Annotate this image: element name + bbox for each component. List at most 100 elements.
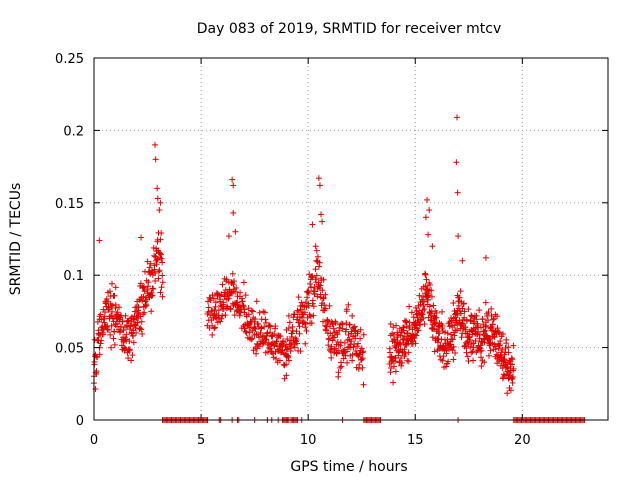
data-point bbox=[210, 295, 217, 302]
data-point bbox=[400, 324, 407, 331]
y-tick-label: 0 bbox=[76, 414, 84, 429]
data-point bbox=[122, 345, 129, 352]
data-point bbox=[144, 258, 151, 265]
data-point bbox=[157, 236, 164, 243]
data-point bbox=[285, 325, 292, 332]
data-point bbox=[110, 318, 117, 325]
data-point bbox=[261, 309, 268, 316]
data-point bbox=[481, 359, 488, 366]
data-point bbox=[313, 272, 320, 279]
data-point bbox=[454, 189, 461, 196]
data-point bbox=[273, 355, 280, 362]
data-point bbox=[109, 280, 116, 287]
data-point bbox=[94, 354, 101, 361]
data-point bbox=[266, 344, 273, 351]
data-point bbox=[278, 343, 285, 350]
data-point bbox=[478, 347, 485, 354]
data-point bbox=[139, 330, 146, 337]
data-point bbox=[157, 289, 164, 296]
data-point bbox=[359, 349, 366, 356]
data-point bbox=[485, 352, 492, 359]
data-point bbox=[298, 299, 305, 306]
data-point bbox=[156, 207, 163, 214]
data-point bbox=[156, 267, 163, 274]
data-point bbox=[427, 281, 434, 288]
data-point bbox=[112, 301, 119, 308]
data-point bbox=[204, 298, 211, 305]
data-point bbox=[473, 312, 480, 319]
data-point bbox=[310, 287, 317, 294]
data-point bbox=[351, 323, 358, 330]
data-point bbox=[508, 375, 515, 382]
data-point bbox=[509, 356, 516, 363]
data-point bbox=[399, 359, 406, 366]
data-point bbox=[225, 233, 232, 240]
data-point bbox=[487, 347, 494, 354]
data-point bbox=[465, 358, 472, 365]
data-point bbox=[130, 339, 137, 346]
data-point bbox=[249, 308, 256, 315]
data-point bbox=[451, 322, 458, 329]
data-point bbox=[130, 332, 137, 339]
data-point bbox=[212, 324, 219, 331]
data-point bbox=[231, 278, 238, 285]
data-point bbox=[508, 355, 515, 362]
data-point bbox=[462, 326, 469, 333]
data-point bbox=[238, 295, 245, 302]
data-point bbox=[229, 270, 236, 277]
data-point bbox=[421, 321, 428, 328]
data-point bbox=[302, 324, 309, 331]
data-point bbox=[135, 303, 142, 310]
data-point bbox=[357, 326, 364, 333]
data-point bbox=[261, 323, 268, 330]
data-point bbox=[154, 185, 161, 192]
data-point bbox=[253, 298, 260, 305]
x-tick-label: 15 bbox=[407, 433, 424, 448]
data-point bbox=[111, 328, 118, 335]
data-point bbox=[444, 330, 451, 337]
data-point bbox=[341, 349, 348, 356]
data-point bbox=[213, 315, 220, 322]
data-point bbox=[315, 175, 322, 182]
data-point bbox=[469, 348, 476, 355]
data-point bbox=[482, 254, 489, 261]
data-point bbox=[269, 350, 276, 357]
data-point bbox=[327, 348, 334, 355]
data-point bbox=[316, 259, 323, 266]
data-point bbox=[220, 301, 227, 308]
data-point bbox=[229, 176, 236, 183]
data-point bbox=[491, 334, 498, 341]
data-point bbox=[154, 195, 161, 202]
data-point bbox=[219, 312, 226, 319]
data-point bbox=[304, 314, 311, 321]
data-point bbox=[458, 334, 465, 341]
data-point bbox=[504, 368, 511, 375]
data-point bbox=[502, 345, 509, 352]
data-point bbox=[309, 297, 316, 304]
data-point bbox=[271, 330, 278, 337]
data-point bbox=[478, 363, 485, 370]
data-point bbox=[431, 348, 438, 355]
data-point bbox=[129, 352, 136, 359]
x-tick-label: 10 bbox=[300, 433, 317, 448]
data-point bbox=[457, 288, 464, 295]
data-point bbox=[302, 340, 309, 347]
data-point bbox=[317, 282, 324, 289]
data-point bbox=[267, 345, 274, 352]
data-point bbox=[412, 331, 419, 338]
data-point bbox=[428, 287, 435, 294]
data-point bbox=[429, 334, 436, 341]
data-point bbox=[338, 359, 345, 366]
data-point bbox=[434, 339, 441, 346]
data-point bbox=[283, 361, 290, 368]
data-point bbox=[319, 287, 326, 294]
x-tick-label: 5 bbox=[197, 433, 205, 448]
data-point bbox=[101, 315, 108, 322]
data-point bbox=[314, 293, 321, 300]
data-point bbox=[490, 316, 497, 323]
data-point bbox=[296, 323, 303, 330]
data-point bbox=[499, 346, 506, 353]
data-point bbox=[397, 355, 404, 362]
data-point bbox=[158, 255, 165, 262]
data-point bbox=[151, 252, 158, 259]
